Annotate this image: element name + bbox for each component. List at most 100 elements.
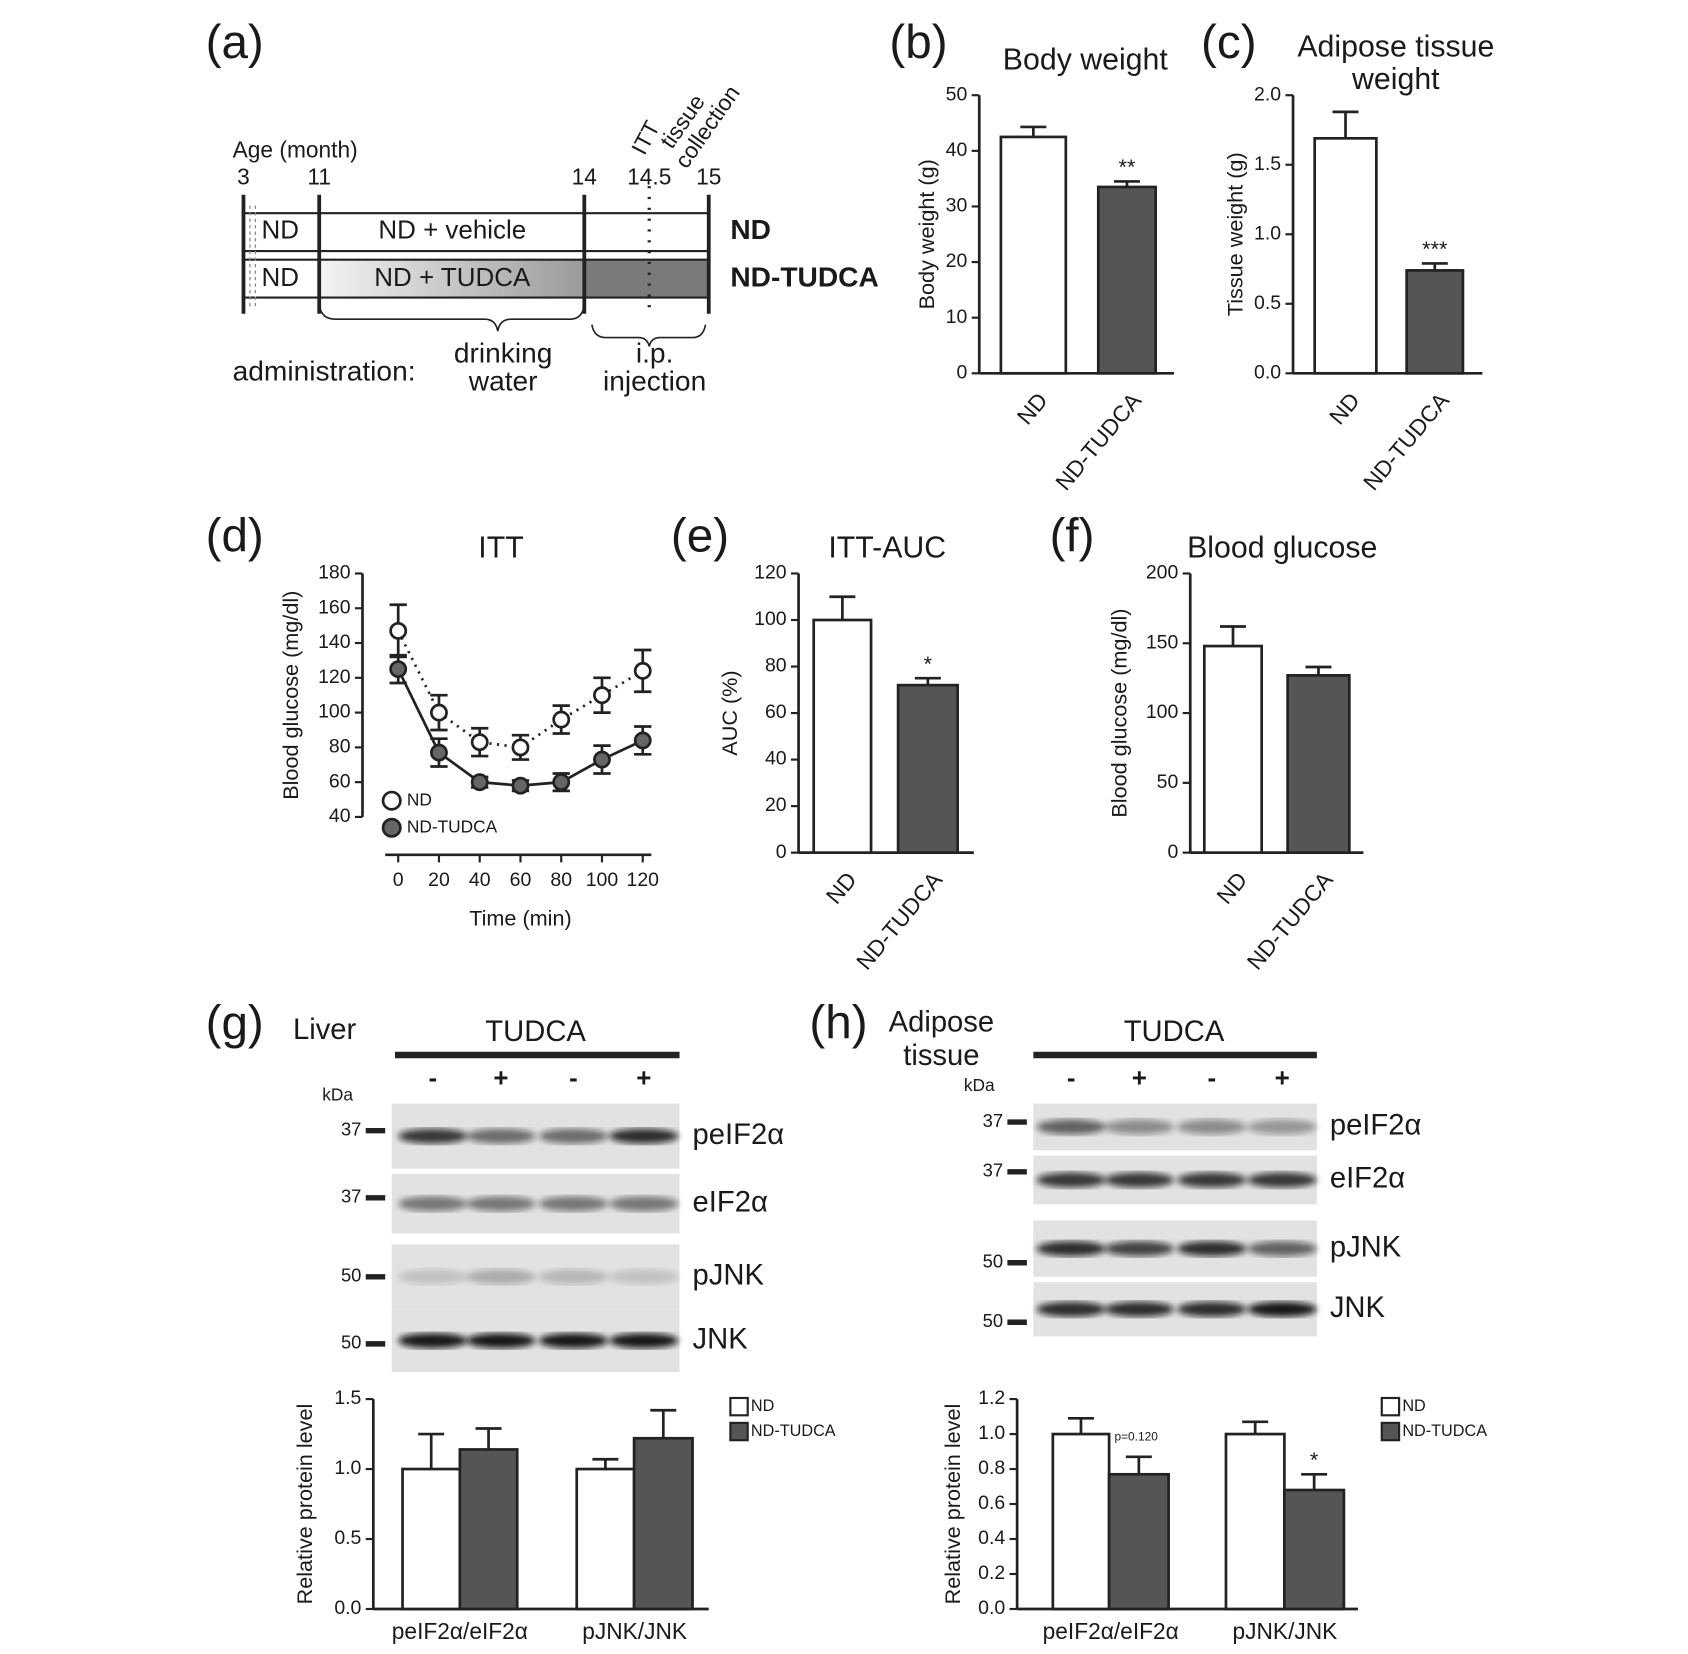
y-tick-label: 120 [754,562,787,584]
legend-swatch [1380,1421,1401,1442]
blot-band [1177,1119,1247,1135]
y-tick-label: 140 [318,631,351,653]
y-tick-label: 60 [329,770,351,792]
y-tick-label: 1.0 [334,1457,361,1479]
bar [458,1448,519,1611]
band-label: peIF2α [693,1119,785,1151]
legend-marker [381,817,402,838]
significance: p=0.120 [1115,1429,1159,1443]
age-tick: 14 [572,164,597,190]
panel-label: (a) [206,16,264,69]
blot-band [1104,1119,1175,1135]
x-tick-label: 60 [510,869,532,891]
tissue-label: Liver [293,1014,357,1046]
x-tick-label: 100 [586,869,619,891]
blot-band [538,1196,609,1212]
blot-band [398,1196,468,1212]
y-tick-label: 0.0 [1254,361,1281,383]
lane-label: + [636,1063,651,1093]
bar [1202,644,1264,854]
panel-label: (c) [1201,16,1257,69]
y-axis-label: Relative protein level [292,1404,317,1605]
legend-label: ND [751,1397,774,1415]
lane-label: - [1067,1063,1076,1093]
data-point [593,686,611,705]
legend-label: ND-TUDCA [1402,1422,1487,1440]
y-tick-label: 100 [754,608,787,630]
significance: *** [1422,236,1448,261]
x-tick-label: 80 [550,869,572,891]
significance: * [924,651,933,676]
blot-band [1247,1172,1317,1188]
lane-label: - [1208,1063,1217,1093]
brace [318,304,586,332]
route-label: injection [603,365,706,396]
blot-band [1104,1301,1175,1317]
y-tick-label: 0.8 [978,1457,1005,1479]
bar [1313,136,1378,375]
blot-band [609,1269,679,1285]
lane-label: + [1132,1063,1147,1093]
kda-label: kDa [322,1085,353,1105]
y-tick-label: 1.5 [334,1387,361,1409]
bar [1286,674,1351,854]
age-tick: 11 [307,164,331,190]
data-point [430,743,448,762]
brace [591,324,707,347]
x-tick-label: 40 [469,869,491,891]
tissue-label: tissue [903,1040,979,1072]
panel-label: (f) [1050,509,1095,562]
y-tick-label: 1.0 [978,1422,1005,1444]
error-bar [1067,1416,1094,1435]
blot-band [466,1269,536,1285]
y-tick-label: 0.2 [978,1562,1005,1584]
error-bar [592,1457,619,1470]
bar [575,1467,636,1611]
panel-label: (b) [889,16,947,69]
error-bar [1020,125,1047,137]
y-tick-label: 80 [329,736,351,758]
x-tick-label: 20 [428,869,450,891]
data-point [633,661,652,680]
blot-band [466,1333,536,1349]
blot-band [609,1333,679,1349]
y-axis-label: Blood glucose (mg/dl) [278,591,303,800]
x-tick-label: peIF2α/eIF2α [392,1618,528,1644]
y-tick-label: 150 [1146,631,1179,653]
bar [1405,269,1465,375]
error-bar [1113,180,1140,187]
y-tick-label: 10 [946,306,968,328]
x-tick-label: ND [1211,867,1252,909]
y-tick-label: 100 [318,701,351,723]
panel-label: (g) [206,996,264,1049]
y-tick-label: 0.0 [978,1597,1005,1619]
y-axis-label: Tissue weight (g) [1222,152,1247,316]
kda-label: kDa [964,1075,995,1095]
y-axis-label: Blood glucose (mg/dl) [1107,608,1132,817]
y-tick-label: 200 [1146,562,1179,584]
route-label: drinking [454,337,553,368]
bar [632,1436,694,1611]
significance: ** [1119,154,1136,179]
kda-marker: 37 [341,1119,361,1140]
x-tick-label: ND-TUDCA [1050,387,1147,495]
band-label: JNK [693,1323,749,1355]
data-point [389,660,408,679]
error-bar [1301,1472,1328,1491]
lane-label: + [1275,1063,1290,1093]
kda-marker: 37 [983,1110,1003,1131]
panel-label: (e) [671,509,729,562]
x-axis-label: Time (min) [469,905,572,930]
y-tick-label: 0.6 [978,1492,1005,1514]
blot-band [538,1128,609,1144]
bar [999,135,1068,375]
y-tick-label: 60 [765,701,787,723]
y-tick-label: 1.2 [978,1387,1005,1409]
bar [1107,1472,1170,1611]
blot-band [1247,1241,1317,1257]
row-pre: ND [262,214,300,244]
y-tick-label: 40 [946,139,968,161]
y-tick-label: 0.4 [978,1527,1005,1549]
data-point [430,703,448,722]
x-tick-label: ND [1012,387,1053,429]
